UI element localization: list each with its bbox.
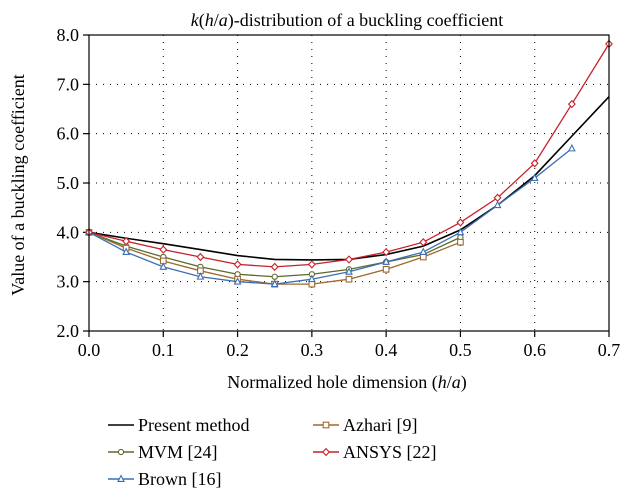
series-line-ansys-22	[88, 43, 610, 268]
chart-title-h: h	[205, 10, 214, 30]
x-tick-label: 0.3	[301, 340, 324, 360]
legend: Present method MVM [24] Brown [16] Azhari […	[108, 415, 437, 489]
data-point-ansys-22	[270, 262, 279, 272]
data-point-brown-16	[233, 277, 242, 285]
data-point-brown-16	[567, 143, 576, 152]
y-tick-label: 6.0	[57, 124, 80, 144]
data-point-ansys-22	[196, 252, 205, 262]
data-point-brown-16	[270, 279, 279, 288]
chart-title-rest: )-distribution of a buckling coefficient	[228, 10, 504, 31]
x-axis-label-h: h	[438, 372, 447, 392]
legend-label: MVM [24]	[138, 442, 218, 462]
legend-item-azhari-9: Azhari [9]	[313, 415, 417, 435]
x-tick-label: 0.6	[523, 340, 546, 360]
series-line-present-method	[88, 96, 610, 261]
data-point-brown-16	[307, 274, 316, 283]
series-line-brown-16	[88, 147, 573, 285]
data-point-brown-16	[159, 262, 168, 270]
data-point-ansys-22	[382, 247, 391, 257]
data-point-brown-16	[419, 247, 428, 256]
data-point-ansys-22	[493, 193, 502, 203]
data-point-brown-16	[493, 200, 502, 209]
data-point-ansys-22	[159, 245, 168, 254]
x-axis-label-a: a	[452, 372, 461, 392]
y-tick-label: 3.0	[57, 272, 80, 292]
data-point-brown-16	[345, 267, 353, 275]
x-axis-ticks: 0.0 0.1 0.2 0.3 0.4 0.5 0.6 0.7	[78, 331, 621, 360]
y-tick-label: 5.0	[57, 173, 80, 193]
legend-swatch-marker	[322, 421, 330, 429]
legend-label: Present method	[138, 415, 249, 435]
data-point-ansys-22	[530, 159, 539, 168]
x-tick-label: 0.5	[449, 340, 472, 360]
data-point-azhari-9	[345, 275, 353, 283]
data-point-brown-16	[530, 173, 539, 182]
legend-swatch-marker	[117, 448, 125, 456]
data-point-brown-16	[122, 247, 131, 256]
series-layer	[85, 39, 613, 288]
data-point-mvm-24	[271, 273, 278, 280]
legend-label: Brown [16]	[138, 469, 222, 489]
y-axis-ticks: 2.0 3.0 4.0 5.0 6.0 7.0 8.0	[57, 25, 89, 341]
legend-item-ansys-22: ANSYS [22]	[313, 442, 437, 462]
x-tick-label: 0.0	[78, 340, 101, 360]
x-tick-label: 0.4	[375, 340, 398, 360]
x-tick-label: 0.7	[598, 340, 621, 360]
data-point-azhari-9	[419, 253, 427, 261]
data-point-ansys-22	[419, 237, 428, 247]
data-point-brown-16	[382, 257, 391, 265]
legend-label: Azhari [9]	[343, 415, 417, 435]
series-ansys-22	[85, 39, 613, 272]
legend-label: ANSYS [22]	[343, 442, 437, 462]
data-point-azhari-9	[382, 265, 390, 273]
y-tick-label: 7.0	[57, 74, 80, 94]
data-point-ansys-22	[567, 99, 576, 109]
y-tick-label: 8.0	[57, 25, 80, 45]
x-axis-label: Normalized hole dimension (h/a)	[227, 372, 466, 393]
legend-swatch-marker	[117, 474, 125, 482]
series-brown-16	[85, 143, 576, 288]
y-axis-label: Value of a buckling coefficient	[8, 74, 28, 296]
plot-frame	[88, 34, 610, 332]
data-point-ansys-22	[122, 237, 131, 246]
data-point-ansys-22	[307, 260, 316, 269]
data-point-ansys-22	[233, 260, 242, 269]
data-point-ansys-22	[456, 218, 465, 227]
x-axis-label-slash: /	[447, 372, 452, 392]
chart-title: k(h/a)-distribution of a buckling coeffi…	[191, 10, 504, 31]
x-tick-label: 0.1	[152, 340, 175, 360]
y-tick-label: 4.0	[57, 222, 80, 242]
chart-title-slash: /	[214, 10, 219, 30]
chart-title-a: a	[219, 10, 228, 30]
data-point-brown-16	[196, 272, 205, 280]
x-tick-label: 0.2	[226, 340, 249, 360]
data-point-azhari-9	[457, 238, 464, 246]
x-axis-label-suffix: )	[461, 372, 467, 393]
legend-item-brown-16: Brown [16]	[108, 469, 222, 489]
legend-item-mvm-24: MVM [24]	[108, 442, 218, 462]
grid	[89, 35, 609, 331]
data-point-brown-16	[456, 227, 465, 236]
legend-swatch-marker	[322, 447, 330, 457]
legend-item-present-method: Present method	[108, 415, 249, 435]
y-tick-label: 2.0	[57, 321, 80, 341]
x-axis-label-prefix: Normalized hole dimension (	[227, 372, 437, 393]
data-point-azhari-9	[308, 280, 316, 288]
series-present-method	[88, 96, 610, 261]
data-point-ansys-22	[345, 255, 353, 264]
chart-title-open-paren: (	[199, 10, 205, 31]
chart-title-k: k	[191, 10, 200, 30]
